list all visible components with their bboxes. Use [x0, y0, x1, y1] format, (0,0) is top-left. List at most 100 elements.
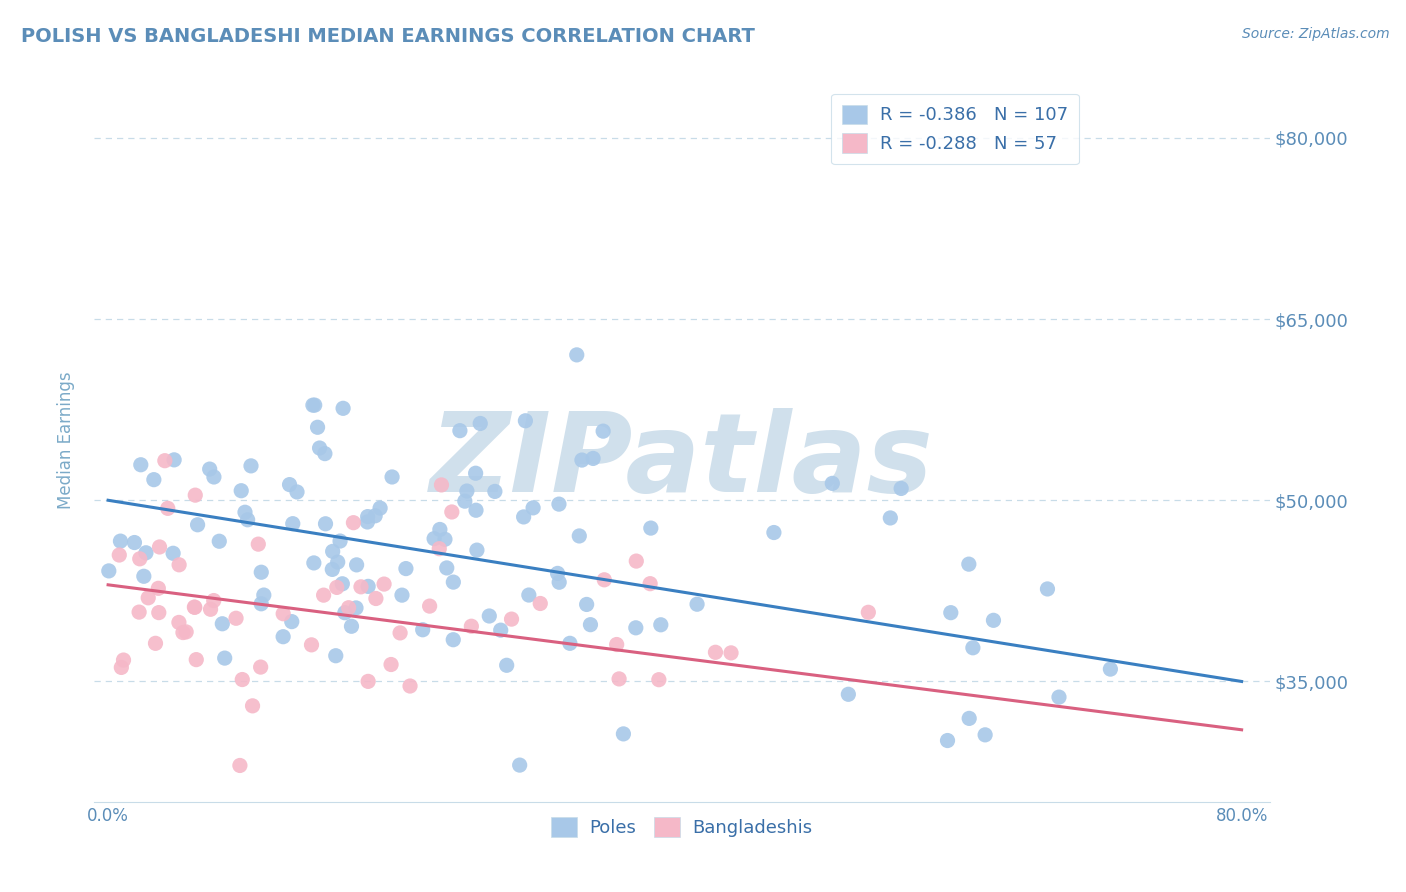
Point	[307, 420, 329, 434]
Point	[312, 588, 335, 602]
Point	[302, 556, 325, 570]
Point	[136, 591, 159, 605]
Point	[957, 711, 980, 725]
Point	[322, 544, 344, 558]
Point	[278, 477, 301, 491]
Point	[638, 576, 661, 591]
Point	[465, 503, 488, 517]
Point	[606, 638, 628, 652]
Point	[281, 516, 304, 531]
Point	[337, 600, 360, 615]
Point	[271, 607, 294, 621]
Point	[163, 453, 186, 467]
Point	[321, 562, 343, 576]
Point	[225, 611, 247, 625]
Point	[304, 398, 326, 412]
Point	[229, 758, 252, 772]
Point	[110, 534, 132, 549]
Point	[433, 533, 456, 547]
Point	[162, 546, 184, 560]
Point	[231, 483, 253, 498]
Point	[97, 564, 120, 578]
Point	[449, 424, 471, 438]
Point	[470, 417, 492, 431]
Point	[974, 728, 997, 742]
Point	[456, 483, 478, 498]
Point	[575, 598, 598, 612]
Point	[242, 698, 264, 713]
Point	[325, 648, 347, 663]
Point	[333, 606, 356, 620]
Point	[648, 673, 671, 687]
Point	[183, 600, 205, 615]
Point	[522, 500, 544, 515]
Point	[547, 566, 569, 581]
Point	[330, 576, 353, 591]
Point	[879, 511, 901, 525]
Point	[202, 470, 225, 484]
Point	[332, 401, 354, 416]
Point	[465, 543, 488, 558]
Point	[281, 615, 304, 629]
Point	[957, 557, 980, 571]
Point	[381, 470, 404, 484]
Point	[571, 453, 593, 467]
Point	[153, 453, 176, 467]
Point	[592, 424, 614, 438]
Point	[356, 515, 378, 529]
Point	[208, 534, 231, 549]
Point	[762, 525, 785, 540]
Point	[624, 621, 647, 635]
Text: ZIPatlas: ZIPatlas	[430, 409, 934, 515]
Point	[395, 561, 418, 575]
Point	[1036, 582, 1059, 596]
Point	[148, 540, 170, 554]
Point	[412, 623, 434, 637]
Point	[890, 482, 912, 496]
Point	[301, 638, 323, 652]
Point	[110, 660, 132, 674]
Point	[174, 624, 197, 639]
Point	[308, 441, 330, 455]
Point	[184, 488, 207, 502]
Point	[135, 546, 157, 560]
Point	[172, 625, 194, 640]
Point	[346, 558, 368, 572]
Point	[145, 636, 167, 650]
Point	[373, 577, 395, 591]
Point	[548, 575, 571, 590]
Point	[186, 652, 208, 666]
Point	[454, 494, 477, 508]
Point	[441, 575, 464, 590]
Point	[211, 616, 233, 631]
Point	[389, 626, 412, 640]
Point	[167, 615, 190, 630]
Point	[112, 653, 135, 667]
Point	[464, 467, 486, 481]
Point	[460, 619, 482, 633]
Point	[198, 462, 221, 476]
Point	[430, 478, 453, 492]
Point	[821, 476, 844, 491]
Point	[129, 458, 152, 472]
Point	[558, 636, 581, 650]
Point	[249, 660, 271, 674]
Point	[167, 558, 190, 572]
Point	[399, 679, 422, 693]
Point	[132, 569, 155, 583]
Point	[429, 523, 451, 537]
Text: POLISH VS BANGLADESHI MEDIAN EARNINGS CORRELATION CHART: POLISH VS BANGLADESHI MEDIAN EARNINGS CO…	[21, 27, 755, 45]
Point	[478, 609, 501, 624]
Point	[720, 646, 742, 660]
Point	[489, 623, 512, 637]
Legend: Poles, Bangladeshis: Poles, Bangladeshis	[544, 810, 820, 844]
Point	[128, 551, 150, 566]
Point	[357, 674, 380, 689]
Point	[501, 612, 523, 626]
Point	[582, 451, 605, 466]
Point	[285, 485, 308, 500]
Point	[391, 588, 413, 602]
Point	[626, 554, 648, 568]
Point	[253, 588, 276, 602]
Point	[484, 484, 506, 499]
